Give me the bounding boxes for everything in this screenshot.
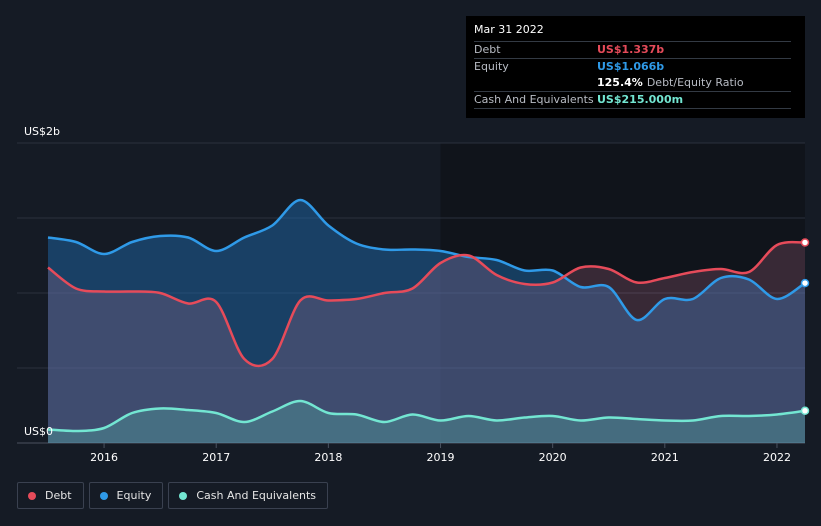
tooltip-ratio-value: 125.4%	[597, 76, 643, 89]
grid-lines	[17, 142, 805, 444]
tooltip-date: Mar 31 2022	[474, 23, 544, 36]
tooltip-row-equity: Equity US$1.066b	[474, 58, 791, 75]
equity-line	[47, 198, 806, 322]
debt-line	[47, 240, 806, 368]
equity-area	[48, 200, 805, 443]
tooltip-debt-label: Debt	[474, 43, 501, 56]
legend-item-equity[interactable]: Equity	[88, 482, 164, 509]
y-axis-top-label: US$2b	[24, 125, 61, 138]
tooltip-ratio-label: Debt/Equity Ratio	[646, 76, 744, 89]
tooltip-cash-value: US$215.000m	[597, 93, 684, 106]
legend-item-cash[interactable]: Cash And Equivalents	[168, 482, 328, 509]
tooltip-row-ratio: 125.4% Debt/Equity Ratio	[474, 75, 791, 91]
legend-item-debt[interactable]: Debt	[17, 482, 84, 509]
debt-area	[48, 242, 805, 443]
end-markers	[800, 238, 810, 415]
tooltip-equity-label: Equity	[474, 60, 509, 73]
tooltip-row-debt: Debt US$1.337b	[474, 41, 791, 58]
series-areas	[48, 200, 805, 443]
cash-and-equivalents-end-marker	[800, 406, 810, 415]
debt-end-marker	[800, 238, 810, 247]
cash-dot-icon	[179, 491, 188, 500]
x-tick-label: 2022	[763, 451, 791, 464]
equity-dot-icon	[99, 491, 108, 500]
data-tooltip: Mar 31 2022 Debt US$1.337b Equity US$1.0…	[466, 16, 805, 118]
tooltip-cash-label: Cash And Equivalents	[474, 93, 594, 106]
x-tick-label: 2016	[90, 451, 118, 464]
x-tick-label: 2019	[427, 451, 455, 464]
tooltip-equity-value: US$1.066b	[597, 60, 665, 73]
tooltip-debt-value: US$1.337b	[597, 43, 665, 56]
cash-and-equivalents-area	[48, 400, 805, 443]
x-axis-ticks: 2016 2017 2018 2019 2020 2021 2022	[90, 443, 791, 464]
x-tick-label: 2021	[651, 451, 679, 464]
x-tick-label: 2020	[539, 451, 567, 464]
legend-cash-label: Cash And Equivalents	[196, 489, 316, 502]
y-axis-bottom-label: US$0	[24, 425, 54, 438]
legend-equity-label: Equity	[116, 489, 152, 502]
legend-debt-label: Debt	[45, 489, 72, 502]
cash-and-equivalents-line	[47, 399, 806, 433]
tooltip-row-cash: Cash And Equivalents US$215.000m	[474, 91, 791, 109]
x-tick-label: 2018	[314, 451, 342, 464]
debt-dot-icon	[28, 491, 36, 500]
chart-legend: Debt Equity Cash And Equivalents	[17, 482, 328, 509]
series-lines	[47, 198, 806, 433]
x-tick-label: 2017	[202, 451, 230, 464]
tooltip-ratio-spacer	[474, 75, 597, 91]
equity-end-marker	[800, 278, 810, 288]
